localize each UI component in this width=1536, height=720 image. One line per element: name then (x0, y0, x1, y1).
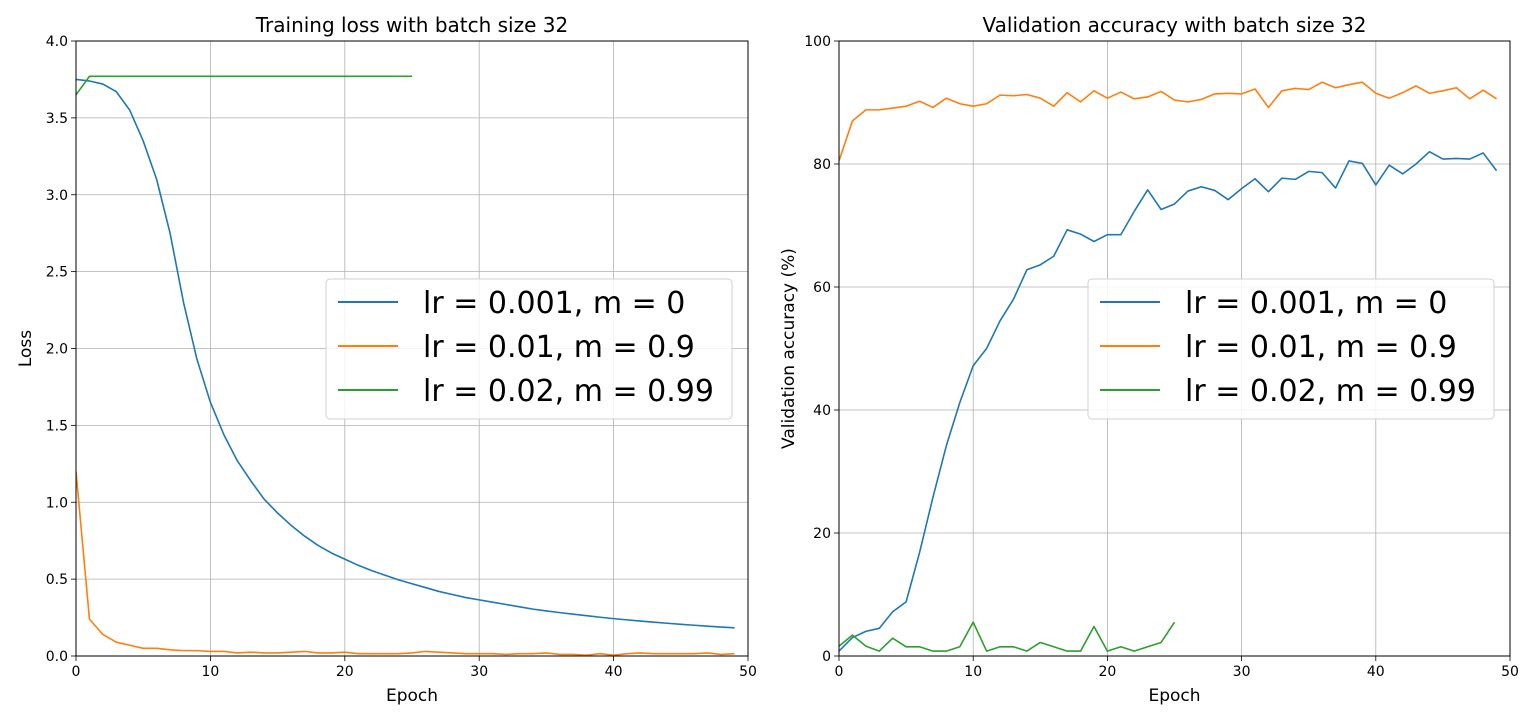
chart-title: Training loss with batch size 32 (255, 13, 568, 37)
series-line-3 (76, 75, 412, 96)
x-tick-label: 10 (201, 664, 219, 680)
x-tick-label: 0 (835, 664, 844, 680)
x-axis-label: Epoch (1148, 686, 1200, 706)
validation-accuracy-chart: Validation accuracy with batch size 32 E… (779, 13, 1519, 706)
x-tick-label: 20 (336, 664, 354, 680)
x-tick-label: 50 (1501, 664, 1519, 680)
y-tick-label: 60 (813, 280, 831, 296)
x-tick-label: 50 (739, 664, 757, 680)
legend-box (325, 278, 733, 420)
plot-frame (838, 40, 1511, 657)
legend-label-2: lr = 0.01, m = 0.9 (1185, 330, 1457, 365)
x-tick-label: 20 (1098, 664, 1116, 680)
series-group (76, 75, 735, 656)
legend-label-1: lr = 0.001, m = 0 (423, 286, 685, 321)
series-line-1 (76, 78, 735, 629)
y-tick-label: 3.5 (46, 111, 68, 127)
legend-box (1087, 278, 1495, 420)
y-tick-label: 0.5 (46, 572, 68, 588)
y-tick-label: 100 (804, 34, 831, 50)
x-tick-label: 30 (1233, 664, 1251, 680)
x-tick-label: 10 (964, 664, 982, 680)
y-tick-label: 40 (813, 403, 831, 419)
series-line-2 (839, 81, 1498, 162)
y-tick-label: 20 (813, 526, 831, 542)
series-line-2 (76, 471, 735, 656)
x-tick-label: 30 (470, 664, 488, 680)
ticks: 0 10 20 30 40 50 0 20 40 60 80 100 (804, 34, 1519, 680)
legend-label-1: lr = 0.001, m = 0 (1185, 286, 1447, 321)
y-tick-label: 3.0 (46, 188, 68, 204)
series-group (839, 81, 1498, 652)
y-axis-label: Loss (16, 330, 36, 367)
y-tick-label: 1.5 (46, 418, 68, 434)
plot-frame (75, 40, 749, 657)
y-tick-label: 4.0 (46, 34, 68, 50)
legend-label-2: lr = 0.01, m = 0.9 (423, 330, 695, 365)
y-tick-label: 2.0 (46, 342, 68, 358)
series-line-1 (839, 150, 1498, 652)
y-tick-label: 0.0 (46, 649, 68, 665)
legend: lr = 0.001, m = 0 lr = 0.01, m = 0.9 lr = … (1087, 278, 1495, 420)
chart-title: Validation accuracy with batch size 32 (983, 13, 1367, 37)
legend: lr = 0.001, m = 0 lr = 0.01, m = 0.9 lr = … (325, 278, 733, 420)
x-tick-label: 0 (72, 664, 81, 680)
y-tick-label: 2.5 (46, 265, 68, 281)
x-tick-label: 40 (1367, 664, 1385, 680)
legend-label-3: lr = 0.02, m = 0.99 (1185, 374, 1476, 409)
x-axis-label: Epoch (386, 686, 438, 706)
y-tick-label: 0 (822, 649, 831, 665)
y-tick-label: 80 (813, 157, 831, 173)
legend-label-3: lr = 0.02, m = 0.99 (423, 374, 714, 409)
x-tick-label: 40 (605, 664, 623, 680)
y-tick-label: 1.0 (46, 495, 68, 511)
y-axis-label: Validation accuracy (%) (779, 248, 799, 449)
ticks: 0 10 20 30 40 50 0.0 0.5 1.0 1.5 2.0 2.5 3.0 3.5 4.0 (46, 34, 757, 680)
training-loss-chart: Training loss with batch size 32 Epoch L… (16, 13, 757, 706)
series-line-3 (839, 621, 1176, 652)
